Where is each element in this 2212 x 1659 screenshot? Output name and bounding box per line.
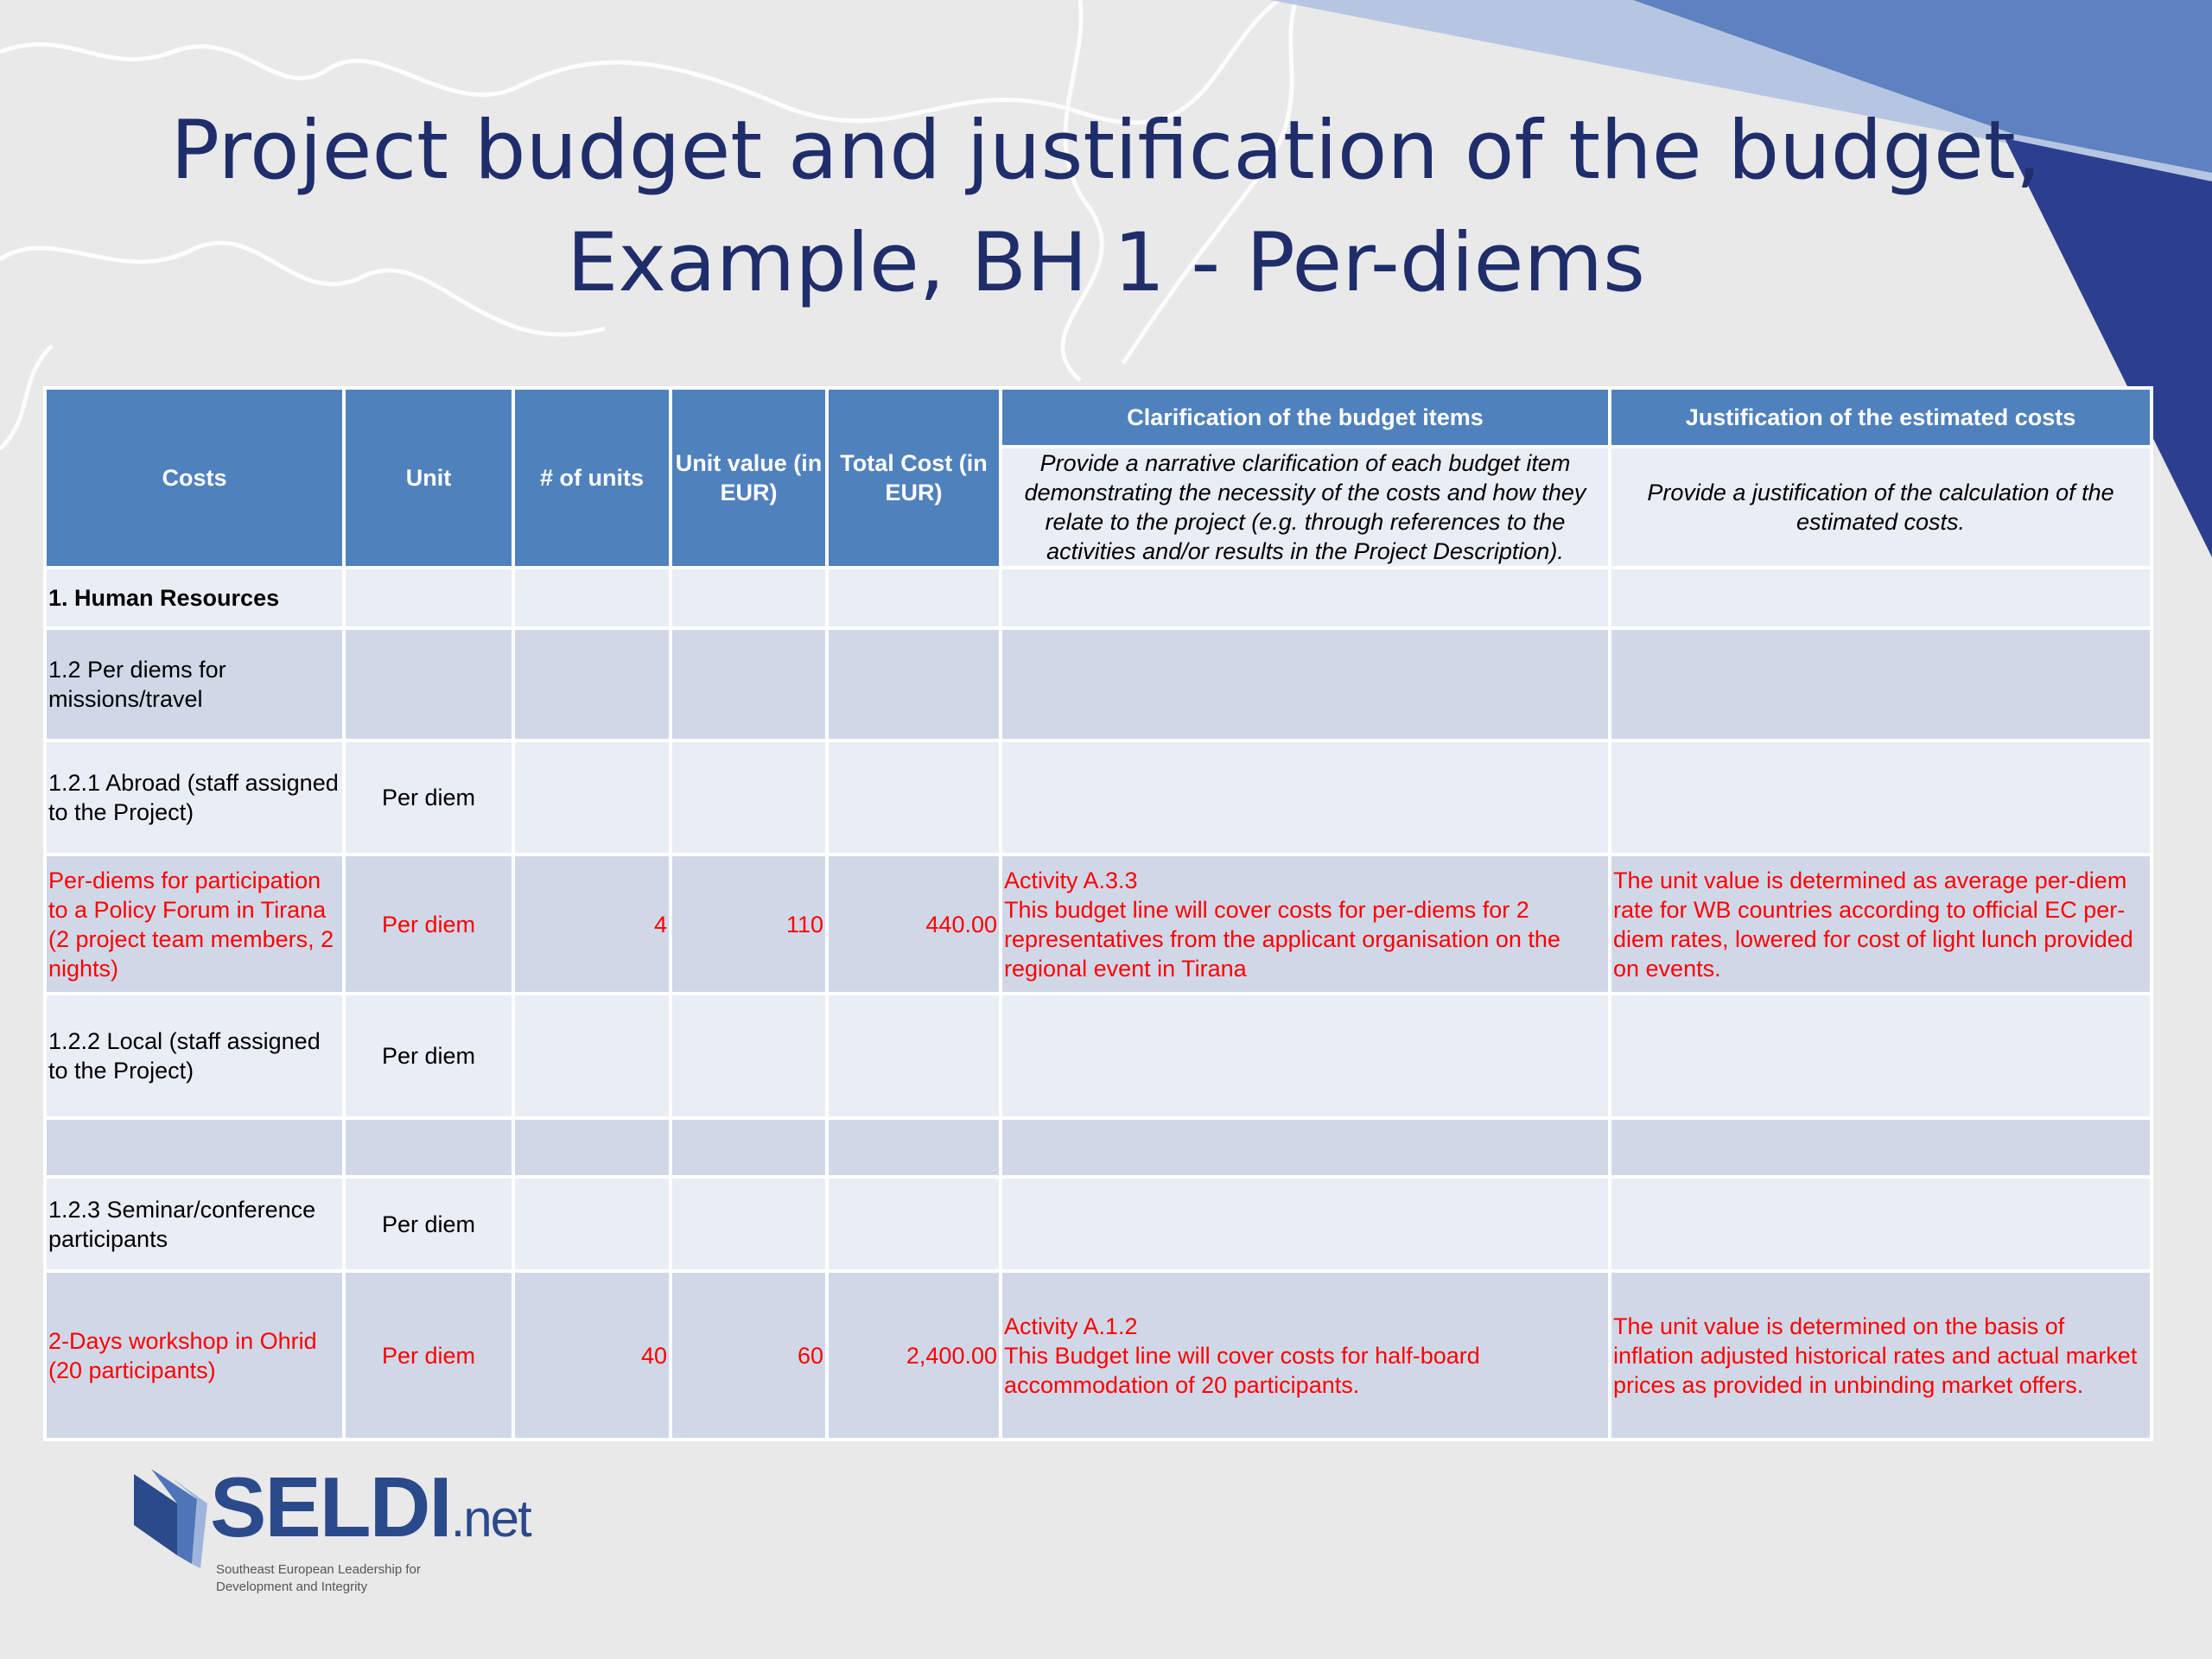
table-cell	[515, 1179, 669, 1269]
table-cell	[515, 630, 669, 739]
table-cell: Per diem	[346, 995, 512, 1116]
table-cell	[515, 569, 669, 626]
table-cell	[672, 995, 825, 1116]
table-cell	[829, 995, 999, 1116]
table-row: 2-Days workshop in Ohrid (20 participant…	[47, 1273, 2150, 1438]
column-note: Provide a justification of the calculati…	[1611, 448, 2150, 566]
table-cell	[515, 742, 669, 853]
table-row: 1.2.2 Local (staff assigned to the Proje…	[47, 995, 2150, 1116]
table-cell	[672, 742, 825, 853]
table-cell: Per diem	[346, 856, 512, 992]
table-cell	[47, 1120, 342, 1175]
table-cell: 110	[672, 856, 825, 992]
table-cell	[1611, 1179, 2150, 1269]
logo: SELDI.net	[210, 1459, 532, 1556]
table-cell: Per diem	[346, 1179, 512, 1269]
table-body: 1. Human Resources 1.2 Per diems for miss…	[47, 569, 2150, 1438]
table-cell	[829, 1179, 999, 1269]
table-cell: 1.2.2 Local (staff assigned to the Proje…	[47, 995, 342, 1116]
decor-triangle	[1633, 0, 2212, 173]
table-cell: 1.2.1 Abroad (staff assigned to the Proj…	[47, 742, 342, 853]
table-cell	[515, 995, 669, 1116]
table-cell	[346, 1120, 512, 1175]
table-cell	[1611, 742, 2150, 853]
table-cell: 2,400.00	[829, 1273, 999, 1438]
table-cell	[1002, 630, 1608, 739]
table-cell	[1611, 1120, 2150, 1175]
table-cell	[672, 1179, 825, 1269]
map-lines	[0, 0, 1299, 451]
table-cell	[1611, 569, 2150, 626]
column-header: Justification of the estimated costs	[1611, 390, 2150, 445]
table-cell	[346, 569, 512, 626]
logo-name: SELDI	[210, 1459, 453, 1554]
table-cell	[829, 1120, 999, 1175]
table-cell: 1.2.3 Seminar/conference participants	[47, 1179, 342, 1269]
decor-triangle	[2005, 138, 2212, 557]
table-cell: 60	[672, 1273, 825, 1438]
table-cell: 440.00	[829, 856, 999, 992]
table-cell: Activity A.3.3 This budget line will cov…	[1002, 856, 1608, 992]
logo-tagline: Development and Integrity	[216, 1580, 368, 1594]
budget-table: Costs Unit # of units Unit value (in EUR…	[43, 386, 2153, 1441]
table-cell	[1611, 630, 2150, 739]
column-header: Total Cost (in EUR)	[829, 390, 999, 566]
table-cell: 40	[515, 1273, 669, 1438]
logo-icon	[134, 1469, 207, 1568]
table-cell	[672, 569, 825, 626]
table-cell	[1002, 1179, 1608, 1269]
column-header: Unit	[346, 390, 512, 566]
table-cell: Per diem	[346, 742, 512, 853]
table-cell	[829, 569, 999, 626]
table-cell: Per diem	[346, 1273, 512, 1438]
table-cell	[1002, 742, 1608, 853]
table-cell	[672, 630, 825, 739]
table-cell: The unit value is determined on the basi…	[1611, 1273, 2150, 1438]
title-line: Project budget and justification of the …	[170, 104, 2042, 198]
table-cell: Per-diems for participation to a Policy …	[47, 856, 342, 992]
table-cell: The unit value is determined as average …	[1611, 856, 2150, 992]
table-cell	[1002, 1120, 1608, 1175]
table-row	[47, 1120, 2150, 1175]
logo-suffix: .net	[450, 1490, 532, 1548]
table-row: 1.2.1 Abroad (staff assigned to the Proj…	[47, 742, 2150, 853]
table-cell: 2-Days workshop in Ohrid (20 participant…	[47, 1273, 342, 1438]
logo-tagline: Southeast European Leadership for	[216, 1562, 421, 1577]
column-header: Unit value (in EUR)	[672, 390, 825, 566]
table-cell	[515, 1120, 669, 1175]
table-cell	[829, 630, 999, 739]
table-cell	[1611, 995, 2150, 1116]
table-cell: 1. Human Resources	[47, 569, 342, 626]
table-cell	[672, 1120, 825, 1175]
title-line: Example, BH 1 - Per-diems	[567, 216, 1645, 310]
column-header: Clarification of the budget items	[1002, 390, 1608, 445]
table-row: 1. Human Resources	[47, 569, 2150, 626]
table-cell: 4	[515, 856, 669, 992]
column-header: Costs	[47, 390, 342, 566]
table-cell	[829, 742, 999, 853]
table-cell: 1.2 Per diems for missions/travel	[47, 630, 342, 739]
table-row: 1.2.3 Seminar/conference participants Per…	[47, 1179, 2150, 1269]
table-cell	[346, 630, 512, 739]
column-header: # of units	[515, 390, 669, 566]
table-row: Per-diems for participation to a Policy …	[47, 856, 2150, 992]
column-note: Provide a narrative clarification of eac…	[1002, 448, 1608, 566]
table-cell	[1002, 569, 1608, 626]
table-cell: Activity A.1.2 This Budget line will cov…	[1002, 1273, 1608, 1438]
table-row: 1.2 Per diems for missions/travel	[47, 630, 2150, 739]
table-cell	[1002, 995, 1608, 1116]
